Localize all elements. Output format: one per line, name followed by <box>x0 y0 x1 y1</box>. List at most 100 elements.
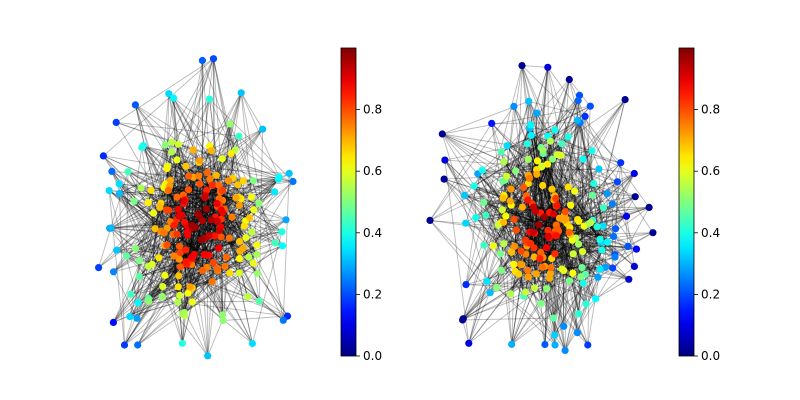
network-edge <box>176 206 218 235</box>
network-node <box>625 275 633 283</box>
edges-right <box>429 65 654 351</box>
network-edge <box>219 176 280 231</box>
network-edge <box>477 158 584 175</box>
network-node <box>596 235 604 243</box>
network-edge <box>564 220 594 351</box>
colorbar-tick-label: 0.0 <box>363 349 382 363</box>
network-edge <box>119 135 240 194</box>
network-edge <box>108 190 205 255</box>
network-edge <box>179 266 181 296</box>
network-edge <box>547 135 593 152</box>
network-edge <box>540 276 599 305</box>
network-edge <box>116 121 279 180</box>
network-node <box>207 147 215 155</box>
network-edge <box>567 186 602 243</box>
network-node <box>126 313 134 321</box>
network-node <box>248 228 256 236</box>
network-edge <box>184 199 202 240</box>
network-edge <box>238 136 260 204</box>
network-edge <box>253 209 258 246</box>
network-edge <box>185 247 244 251</box>
network-edge <box>568 150 593 281</box>
network-edge <box>179 247 219 260</box>
network-edge <box>173 97 280 178</box>
network-edge <box>527 267 583 271</box>
network-edge <box>118 183 125 346</box>
network-edge <box>564 187 569 212</box>
network-edge <box>554 249 603 336</box>
network-node <box>95 264 103 272</box>
network-edge <box>501 206 650 223</box>
network-edge <box>168 93 240 206</box>
network-edge <box>184 226 189 316</box>
network-edge <box>216 203 283 247</box>
network-node <box>497 266 506 274</box>
network-edge <box>187 231 224 321</box>
network-edge <box>503 243 615 256</box>
network-edge <box>213 58 216 218</box>
network-edge <box>444 174 529 180</box>
network-edge <box>547 67 650 208</box>
network-edge <box>464 194 593 221</box>
network-edge <box>168 93 244 182</box>
network-node <box>574 240 583 248</box>
network-node <box>253 269 261 278</box>
network-edge <box>129 228 156 317</box>
network-edge <box>465 65 523 285</box>
network-edge <box>504 128 531 181</box>
left-network <box>95 55 297 360</box>
network-node <box>622 212 631 220</box>
network-edge <box>130 281 213 295</box>
network-edge <box>564 95 580 212</box>
network-edge <box>556 235 599 278</box>
network-node <box>581 112 589 120</box>
network-edge <box>109 189 152 229</box>
network-node <box>510 215 518 223</box>
network-edge <box>544 228 558 345</box>
network-edge <box>148 267 218 299</box>
network-edge <box>213 58 240 206</box>
network-node <box>131 101 139 109</box>
network-edge <box>527 200 542 304</box>
network-node <box>234 181 242 189</box>
network-edge <box>213 58 258 255</box>
network-node <box>550 210 558 218</box>
network-node <box>507 290 515 298</box>
network-edge <box>497 224 513 253</box>
network-node <box>599 222 607 230</box>
network-edge <box>502 180 589 225</box>
network-edge <box>542 153 606 268</box>
network-edge <box>553 168 600 201</box>
network-node <box>508 248 516 256</box>
network-node <box>135 273 143 281</box>
colorbar-tick-label: 0.2 <box>701 287 720 301</box>
network-edge <box>531 135 618 183</box>
network-edge <box>587 223 635 267</box>
network-edge <box>137 220 203 346</box>
network-edge <box>577 120 584 252</box>
network-edge <box>160 168 168 232</box>
network-edge <box>103 155 149 203</box>
network-edge <box>127 171 218 222</box>
network-edge <box>564 249 603 351</box>
network-edge <box>119 168 168 194</box>
network-edge <box>614 181 618 255</box>
network-edge <box>176 176 194 198</box>
network-node <box>170 221 178 229</box>
network-edge <box>477 173 534 233</box>
network-edge <box>191 254 205 303</box>
network-edge <box>113 257 160 323</box>
network-node <box>548 185 556 193</box>
network-node <box>253 250 261 259</box>
network-edge <box>558 230 574 274</box>
network-edge <box>185 203 218 251</box>
network-edge <box>578 116 586 314</box>
network-edge <box>527 160 538 277</box>
network-edge <box>223 123 231 210</box>
network-edge <box>563 183 595 221</box>
network-edge <box>167 150 212 191</box>
network-edge <box>529 127 555 131</box>
network-edge <box>497 205 558 226</box>
network-edge <box>207 172 238 186</box>
network-edge <box>585 277 599 305</box>
